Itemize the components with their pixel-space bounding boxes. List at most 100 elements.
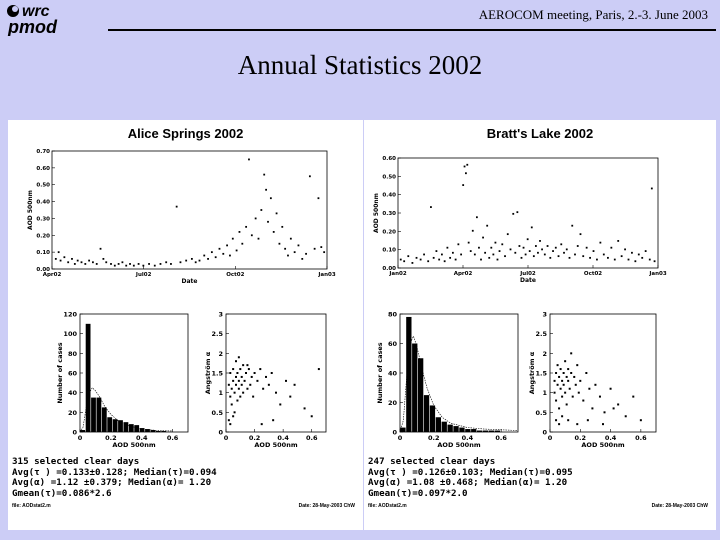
data-point — [285, 379, 287, 382]
x-tick-label: 0.4 — [136, 434, 148, 442]
histogram-bar — [123, 422, 129, 432]
data-point — [591, 407, 594, 410]
data-point — [262, 387, 265, 390]
data-point — [617, 240, 620, 242]
data-point — [570, 372, 573, 374]
data-point — [260, 209, 263, 211]
data-point — [558, 423, 561, 426]
plot-frame — [399, 313, 519, 433]
histogram-bar — [400, 427, 406, 432]
data-point — [539, 240, 541, 242]
data-point — [237, 379, 240, 382]
y-tick-label: 1.5 — [535, 370, 547, 378]
data-point — [558, 407, 561, 410]
data-point — [76, 259, 79, 262]
data-point — [496, 258, 499, 261]
data-point — [609, 387, 612, 390]
y-tick-label: 0.60 — [382, 156, 396, 162]
data-point — [245, 225, 248, 228]
data-point — [80, 261, 83, 264]
y-tick-label: 1 — [218, 389, 223, 397]
x-tick-label: 0 — [398, 434, 403, 442]
data-point — [555, 372, 558, 374]
data-point — [486, 224, 489, 227]
data-point — [257, 237, 260, 240]
x-tick-label: 0.6 — [635, 434, 647, 442]
data-point — [272, 231, 275, 233]
data-point — [574, 383, 577, 386]
stats-line: Gmean(τ)=0.086*2.6 — [12, 487, 112, 499]
data-point — [588, 387, 591, 390]
histogram-bar — [150, 430, 156, 432]
stats-block: 247 selected clear days Avg(τ ) =0.126±0.… — [368, 456, 573, 499]
data-point — [110, 263, 112, 265]
data-point — [250, 375, 253, 378]
data-point — [653, 260, 656, 263]
data-point — [235, 383, 237, 386]
data-point — [269, 197, 272, 200]
data-point — [641, 256, 644, 259]
data-point — [265, 375, 267, 378]
data-point — [471, 229, 474, 232]
data-point — [478, 246, 480, 249]
y-axis-label: Number of cases — [56, 342, 64, 403]
x-tick-label: 0 — [548, 434, 553, 442]
data-point — [242, 391, 245, 394]
footer-date: Date: 28-May-2003 ChW — [651, 503, 708, 509]
x-axis-label: AOD 500nm — [112, 441, 155, 449]
y-tick-label: 80 — [68, 350, 78, 358]
x-tick-label: 0 — [224, 434, 229, 442]
fit-curve — [399, 335, 519, 433]
data-point — [634, 260, 637, 263]
y-tick-label: 120 — [63, 311, 77, 319]
y-tick-label: 60 — [388, 340, 398, 348]
data-point — [239, 395, 242, 398]
data-point — [190, 257, 193, 260]
x-tick-label: Jul02 — [519, 271, 536, 277]
stats-block: 315 selected clear days Avg(τ ) =0.133±0.… — [12, 456, 217, 499]
data-point — [170, 263, 172, 265]
x-axis-label: Date — [520, 277, 536, 284]
data-point — [574, 253, 576, 256]
data-point — [250, 234, 253, 237]
data-point — [246, 387, 249, 390]
data-point — [233, 391, 236, 394]
data-point — [233, 411, 236, 414]
stats-line: 247 selected clear days — [368, 456, 496, 467]
data-point — [648, 258, 651, 261]
data-point — [631, 251, 633, 254]
data-point — [84, 263, 87, 265]
data-point — [582, 399, 585, 402]
y-tick-label: 80 — [388, 311, 398, 319]
data-point — [469, 250, 472, 252]
y-tick-label: 0.00 — [382, 266, 396, 272]
stats-line: Avg(α) =1.08 ±0.468; Median(α)= 1.20 — [368, 477, 568, 489]
data-point — [263, 173, 266, 176]
histogram-bar — [471, 429, 477, 432]
data-point — [267, 383, 270, 386]
data-point — [567, 368, 570, 371]
y-tick-label: 0 — [392, 429, 397, 437]
data-point — [571, 224, 574, 227]
x-axis-label: AOD 500nm — [254, 441, 297, 449]
x-axis-label: AOD 500nm — [437, 441, 480, 449]
x-tick-label: Apr02 — [43, 272, 62, 278]
data-point — [125, 264, 128, 267]
data-point — [586, 419, 589, 422]
data-point — [175, 205, 178, 208]
logo-bottom-text: pmod — [7, 17, 58, 36]
data-point — [281, 225, 284, 228]
data-point — [620, 255, 623, 258]
y-tick-label: 0.10 — [382, 248, 396, 254]
y-tick-label: 1 — [542, 389, 547, 397]
data-point — [475, 216, 478, 219]
x-axis-label: AOD 500nm — [581, 441, 624, 449]
y-tick-label: 0.40 — [36, 200, 50, 206]
data-point — [242, 364, 245, 367]
data-point — [275, 212, 278, 215]
data-point — [254, 217, 257, 220]
data-point — [153, 264, 156, 267]
data-point — [289, 237, 292, 240]
data-point — [585, 246, 588, 249]
